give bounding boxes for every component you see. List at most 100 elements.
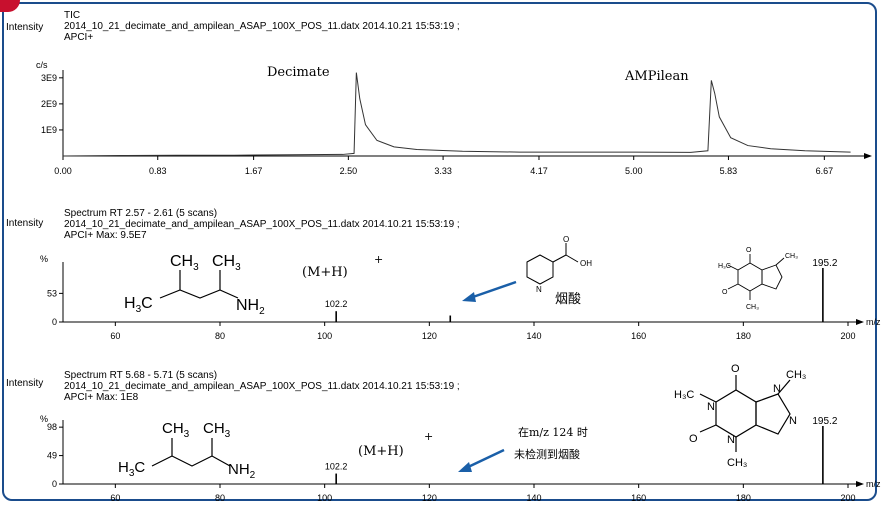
tic-chart: 3E9 2E9 1E9 0.00 0.83 1.67 2.50 3.33 4.17 5.00 5.8…: [41, 70, 872, 176]
svg-text:O: O: [731, 363, 740, 375]
spectrum3-x-arrow: [856, 481, 864, 487]
arrow-to-nicotinic-peak: [462, 280, 517, 302]
tic-y-tick-label: 2E9: [41, 99, 57, 109]
tic-x-tick-label: 3.33: [434, 166, 452, 176]
panel1-y-unit: c/s: [36, 60, 48, 70]
svg-text:O: O: [746, 247, 752, 254]
spectrum3-x-tick-label: 80: [215, 493, 225, 503]
panel2-mh-label: (M+H): [302, 265, 348, 280]
svg-text:OH: OH: [580, 259, 592, 268]
tic-x-tick-label: 6.67: [816, 166, 834, 176]
svg-text:CH₃: CH₃: [786, 369, 806, 381]
spectrum2-x-tick-label: 180: [736, 331, 751, 341]
tic-y-tick-label: 3E9: [41, 73, 57, 83]
tic-x-tick-label: 0.00: [54, 166, 72, 176]
dmaa-labels-panel2: H3C CH3 CH3 NH2: [124, 253, 265, 317]
panel1-intensity-label: Intensity: [6, 22, 44, 33]
arrow-to-missing-peak: [458, 448, 505, 472]
svg-text:N: N: [536, 285, 542, 294]
panel3-header-line1: Spectrum RT 5.68 - 5.71 (5 scans): [64, 370, 218, 381]
note-line1: 在m/z 124 时: [518, 426, 588, 439]
panel3-mh-label: (M+H): [358, 444, 404, 459]
spectrum2-x-tick-label: 60: [110, 331, 120, 341]
spectrum3-peak-label: 195.2: [812, 416, 837, 427]
svg-text:CH₃: CH₃: [785, 253, 798, 260]
nicotinic-acid-label: 烟酸: [555, 292, 582, 307]
svg-text:NH2: NH2: [228, 461, 256, 481]
spectrum2-peak-label: 102.2: [325, 299, 348, 309]
spectrum2-x-tick-label: 200: [840, 331, 855, 341]
spectrum3-peak-label: 102.2: [325, 462, 348, 472]
tic-y-tick-label: 1E9: [41, 125, 57, 135]
note-line2: 未检测到烟酸: [514, 448, 580, 461]
nicotinic-acid-structure: [526, 243, 579, 285]
tic-x-tick-label: 1.67: [245, 166, 263, 176]
panel2-y-unit: %: [40, 254, 49, 264]
spectrum3-x-unit: m/z: [866, 479, 881, 489]
panel2-header-line3: APCI+ Max: 9.5E7: [64, 230, 147, 241]
panel1-header: TIC 2014_10_21_decimate_and_ampilean_ASA…: [64, 10, 460, 43]
spectrum3-x-tick-label: 180: [736, 493, 751, 503]
spectrum2-x-arrow: [856, 319, 864, 325]
spectrum2-x-tick-label: 160: [631, 331, 646, 341]
decimate-annotation: Decimate: [267, 65, 330, 80]
panel3-header: Spectrum RT 5.68 - 5.71 (5 scans) 2014_1…: [64, 370, 460, 403]
svg-text:N: N: [707, 401, 715, 413]
caffeine-labels-small: O H₃C O CH₃ CH₃: [718, 247, 798, 311]
brand-corner-mark: [0, 0, 20, 12]
svg-text:O: O: [563, 235, 569, 244]
spectrum3-x-tick-label: 120: [422, 493, 437, 503]
tic-series-line: [62, 72, 851, 157]
panel2-mh-charge: +: [374, 253, 384, 266]
svg-text:H₃C: H₃C: [718, 263, 731, 270]
spectrum2-x-unit: m/z: [866, 317, 881, 327]
tic-x-tick-label: 2.50: [340, 166, 358, 176]
panel2-header-line2: 2014_10_21_decimate_and_ampilean_ASAP_10…: [64, 219, 460, 230]
tic-x-arrow: [864, 153, 872, 159]
dmaa-structure-panel2: [159, 270, 239, 299]
spectrum2-y-tick-label: 53: [47, 288, 57, 298]
tic-x-tick-label: 0.83: [149, 166, 167, 176]
svg-text:CH3: CH3: [212, 253, 241, 273]
ampilean-annotation: AMPilean: [625, 69, 689, 84]
panel3-mh-charge: +: [424, 430, 434, 443]
spectrum2-x-tick-label: 80: [215, 331, 225, 341]
panel2-header: Spectrum RT 2.57 - 2.61 (5 scans) 2014_1…: [64, 208, 460, 241]
spectrum2-peak-label: 195.2: [812, 258, 837, 269]
panel1-header-line2: 2014_10_21_decimate_and_ampilean_ASAP_10…: [64, 21, 460, 32]
spectrum2-x-tick-label: 100: [317, 331, 332, 341]
dmaa-labels-panel3: H3C CH3 CH3 NH2: [118, 420, 256, 481]
spectrum3-x-tick-label: 60: [110, 493, 120, 503]
caffeine-labels-large: O H₃C O CH₃ CH₃ N N N N: [674, 363, 806, 469]
tic-x-tick-label: 5.83: [720, 166, 738, 176]
svg-text:CH3: CH3: [162, 420, 190, 440]
spectrum3-x-tick-label: 100: [317, 493, 332, 503]
svg-text:CH3: CH3: [203, 420, 231, 440]
svg-text:CH3: CH3: [170, 253, 199, 273]
spectrum3-y-tick-label: 49: [47, 451, 57, 461]
nicotinic-acid-labels: O OH N: [536, 235, 592, 294]
spectrum3-x-tick-label: 140: [526, 493, 541, 503]
panel3-header-line3: APCI+ Max: 1E8: [64, 392, 139, 403]
panel2-header-line1: Spectrum RT 2.57 - 2.61 (5 scans): [64, 208, 218, 219]
svg-text:H3C: H3C: [124, 295, 153, 315]
svg-text:O: O: [722, 289, 728, 296]
panel1-header-line3: APCI+: [64, 32, 94, 43]
panel3-header-line2: 2014_10_21_decimate_and_ampilean_ASAP_10…: [64, 381, 460, 392]
tic-x-tick-label: 4.17: [530, 166, 548, 176]
panel2-intensity-label: Intensity: [6, 218, 44, 229]
spectrum2-x-tick-label: 140: [526, 331, 541, 341]
svg-text:H3C: H3C: [118, 459, 145, 479]
svg-text:N: N: [789, 415, 797, 427]
svg-text:CH₃: CH₃: [727, 457, 747, 469]
svg-text:O: O: [689, 433, 698, 445]
svg-text:H₃C: H₃C: [674, 389, 694, 401]
svg-text:NH2: NH2: [236, 297, 265, 317]
svg-text:N: N: [727, 434, 735, 446]
spectrum2-y-tick-label: 0: [52, 317, 57, 327]
spectrum3-x-tick-label: 200: [840, 493, 855, 503]
svg-text:N: N: [773, 383, 781, 395]
